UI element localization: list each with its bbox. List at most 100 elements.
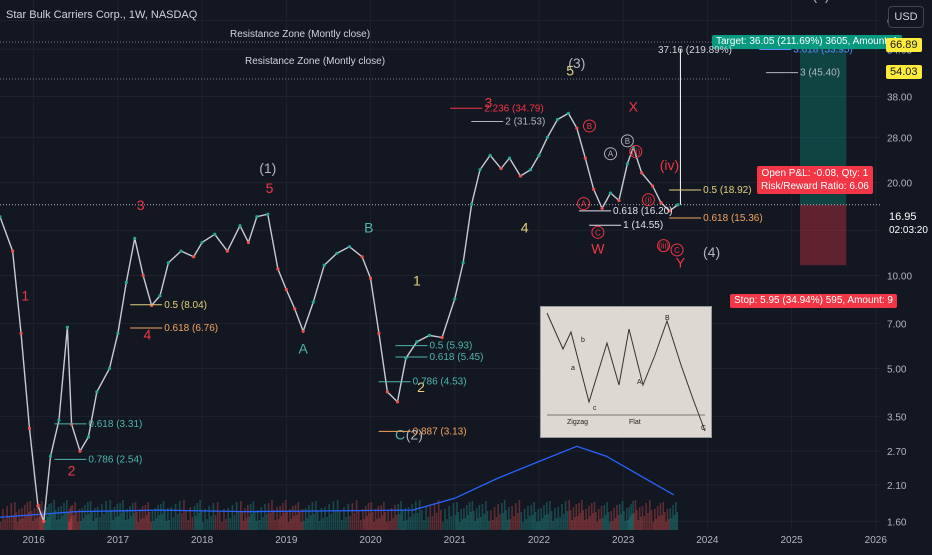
volume-bar [74, 502, 76, 530]
volume-bar [376, 519, 378, 530]
volume-bar [155, 518, 158, 530]
volume-bar [613, 508, 615, 530]
volume-bar [572, 507, 575, 530]
volume-bar [19, 519, 22, 530]
volume-bar [229, 518, 232, 530]
volume-bar [501, 503, 503, 530]
volume-bar [590, 503, 593, 530]
volume-bar [423, 520, 425, 530]
volume-bar [150, 522, 152, 530]
volume-bar [566, 511, 569, 530]
volume-bar [522, 522, 524, 530]
volume-bar [460, 509, 462, 530]
chart-title: Star Bulk Carriers Corp., 1W, NASDAQ [6, 9, 198, 21]
volume-bar [311, 502, 314, 530]
volume-bar [231, 505, 234, 530]
price-point-28 [255, 215, 259, 219]
pnl-line-2: Risk/Reward Ratio: 6.06 [761, 181, 869, 192]
volume-bar [332, 501, 335, 530]
price-point-62 [592, 187, 596, 192]
volume-bar [363, 519, 366, 530]
volume-bar [87, 502, 89, 530]
volume-bar [255, 521, 258, 530]
target-box: Target: 36.05 (211.69%) 3605, Amount: 1 [712, 35, 903, 49]
volume-bar [60, 506, 62, 530]
price-lines [0, 41, 880, 523]
volume-bar [628, 507, 630, 530]
price-point-25 [225, 249, 229, 253]
volume-bar [602, 518, 604, 530]
volume-bar [593, 502, 596, 530]
volume-bar [360, 520, 362, 530]
price-point-38 [360, 255, 364, 259]
volume-bar [398, 514, 401, 530]
volume-bar [264, 504, 266, 530]
volume-bar [70, 506, 72, 530]
volume-bar [204, 509, 206, 530]
volume-bar [475, 508, 478, 530]
volume-bar [552, 521, 555, 530]
volume-bar [304, 508, 307, 530]
wave-label-5: (1) [259, 160, 276, 176]
volume-bar [279, 506, 281, 530]
volume-bar [454, 515, 457, 530]
volume-bar [75, 512, 78, 530]
price-point-40 [377, 331, 381, 335]
fib-label-6: 0.786 (4.53) [413, 377, 467, 388]
wave-label-13: 4 [521, 219, 529, 235]
price-point-6 [48, 454, 53, 458]
volume-bar [452, 503, 455, 530]
volume-bar [586, 519, 589, 530]
volume-bar [478, 505, 481, 530]
price-point-36 [335, 251, 339, 255]
volume-bar [216, 502, 219, 530]
x-tick-label-9: 2025 [780, 535, 803, 546]
volume-bar [355, 500, 358, 530]
volume-bar [267, 503, 270, 530]
volume-bar [101, 504, 103, 530]
volume-bar [301, 509, 304, 530]
circle-label-ring-8 [670, 243, 684, 257]
price-point-24 [213, 232, 217, 236]
volume-bar [554, 508, 556, 530]
volume-bar [123, 510, 126, 530]
volume-bar [240, 501, 242, 530]
volume-bar [673, 515, 676, 530]
volume-bar [197, 513, 200, 530]
volume-bar [384, 512, 387, 530]
currency-button[interactable]: USD [888, 6, 924, 28]
volume-bar [65, 500, 68, 530]
volume-bar [174, 504, 177, 530]
volume-bar [214, 515, 217, 530]
volume-bar [640, 517, 642, 530]
inset-label-6: B [665, 315, 670, 322]
volume-bar [425, 507, 427, 530]
price-point-19 [158, 294, 162, 298]
price-point-59 [566, 111, 571, 115]
y-tick-label-4: 20.00 [887, 179, 912, 190]
volume-bar [336, 500, 339, 530]
price-point-45 [427, 333, 432, 337]
volume-bar [634, 500, 637, 530]
volume-bar [370, 502, 373, 530]
volume-bar [480, 517, 482, 530]
volume-bar [427, 517, 429, 530]
volume-bar [57, 507, 60, 530]
volume-bar [656, 506, 659, 530]
volume-bar [541, 518, 544, 530]
circle-label-3: B [625, 137, 630, 146]
price-point-17 [141, 273, 145, 278]
inset-label-4: c [593, 405, 597, 412]
volume-bar [390, 508, 393, 530]
wave-label-15: (3) [568, 55, 585, 71]
price-point-35 [322, 263, 326, 267]
price-point-42 [395, 400, 400, 404]
volume-bar [308, 505, 310, 530]
price-point-5 [42, 519, 46, 523]
volume-bar [413, 514, 415, 530]
volume-bar [167, 508, 169, 530]
fib-label-2: 0.5 (8.04) [164, 300, 207, 311]
volume-bar [35, 518, 37, 530]
x-tick-label-3: 2019 [275, 535, 298, 546]
